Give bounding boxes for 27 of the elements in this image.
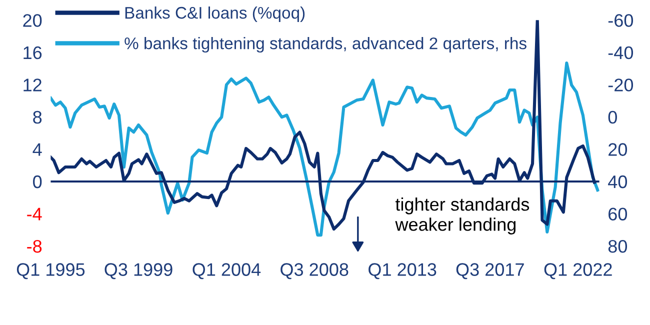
y-tick-label: 16 [24, 46, 42, 60]
line-series [50, 62, 600, 237]
legend-label: Banks C&I loans (%qoq) [125, 6, 305, 22]
y-tick-label: 4 [32, 143, 42, 156]
x-tick-label: Q1 2013 [368, 263, 436, 280]
y2-tick-label: -60 [608, 14, 634, 27]
x-tick-label: Q1 2022 [544, 263, 612, 280]
y2-tick-label: 40 [608, 175, 628, 188]
y2-tick-label: 0 [608, 110, 617, 124]
x-tick-label: Q1 1995 [16, 263, 85, 280]
x-tick-label: Q3 1999 [104, 263, 172, 280]
y-tick-label: 20 [23, 14, 42, 27]
x-tick-label: Q3 2008 [280, 263, 348, 280]
y2-tick-label: 80 [608, 240, 628, 253]
y-tick-label: 12 [24, 78, 42, 92]
y2-tick-label: -20 [608, 78, 634, 92]
y-tick-label: 8 [33, 110, 42, 124]
y2-tick-label: 60 [608, 208, 628, 220]
y2-tick-label: -40 [608, 46, 634, 60]
annotation: tighter standards weaker lending [395, 198, 530, 234]
y-tick-label: -4 [27, 208, 42, 220]
y-tick-label: -8 [27, 240, 42, 253]
y-tick-label: 0 [33, 175, 42, 188]
y2-tick-label: 20 [608, 143, 628, 156]
x-tick-label: Q3 2017 [456, 263, 524, 280]
legend-label: % banks tightening standards, advanced 2 qarters, rhs [124, 37, 526, 53]
x-tick-label: Q1 2004 [192, 263, 261, 280]
